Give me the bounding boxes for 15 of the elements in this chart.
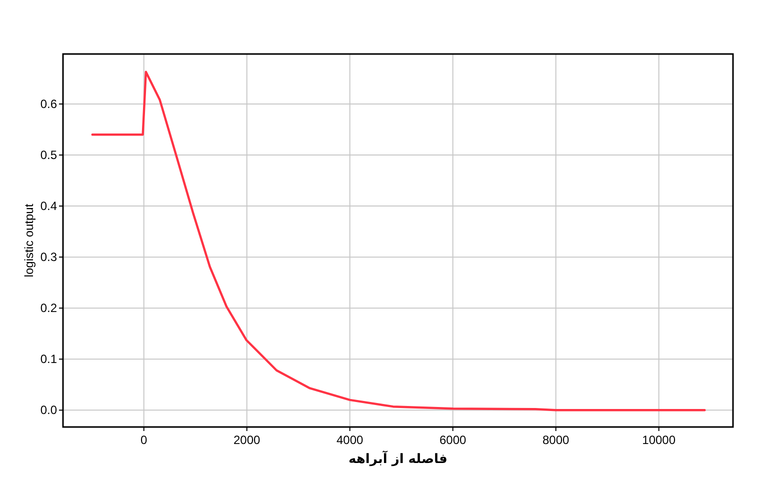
y-tick-label: 0.2 [40, 301, 58, 316]
y-tick-label: 0.1 [40, 352, 58, 366]
y-axis-title: logistic output [22, 203, 36, 278]
x-tick-label: 10000 [642, 433, 676, 447]
x-tick-label: 0 [140, 433, 148, 447]
x-tick-label: 2000 [234, 433, 261, 447]
y-tick-label: 0.6 [40, 97, 58, 112]
x-tick-label: 4000 [336, 433, 364, 447]
x-tick-label: 6000 [439, 433, 467, 447]
x-axis-title: فاصله از آبراهه [348, 450, 448, 467]
y-tick-label: 0.3 [40, 250, 58, 264]
y-tick-label: 0.0 [40, 403, 58, 418]
y-tick-label: 0.4 [40, 199, 58, 214]
y-tick-label: 0.5 [40, 148, 58, 162]
x-tick-label: 8000 [542, 433, 570, 447]
